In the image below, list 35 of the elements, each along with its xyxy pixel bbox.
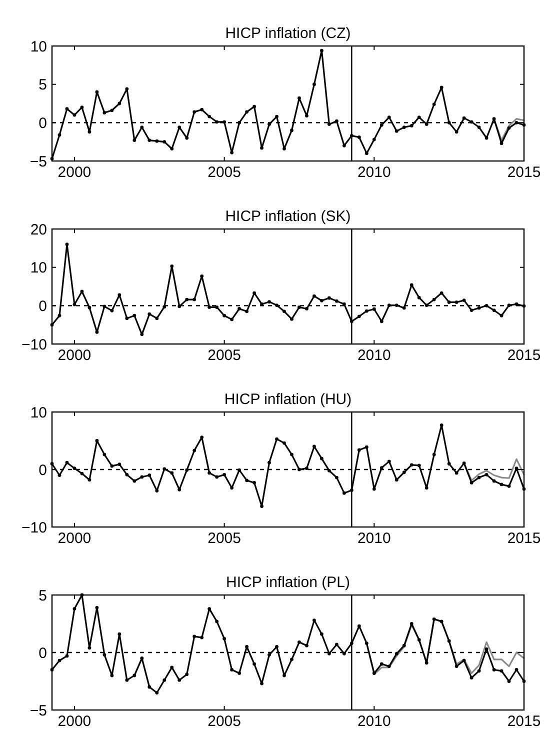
x-tick-label: 2005 xyxy=(208,164,242,181)
x-tick-label: 2010 xyxy=(357,713,391,730)
x-tick-label: 2010 xyxy=(357,164,391,181)
x-tick-label: 2015 xyxy=(507,713,541,730)
chart-title: HICP inflation (PL) xyxy=(226,574,350,591)
x-tick-label: 2000 xyxy=(58,347,92,364)
x-tick-label: 2015 xyxy=(507,347,541,364)
chart-title: HICP inflation (HU) xyxy=(224,391,352,408)
y-tick-label: −10 xyxy=(22,336,47,354)
y-tick-label: 10 xyxy=(30,404,47,422)
x-tick-label: 2000 xyxy=(58,164,92,181)
y-tick-label: 0 xyxy=(38,114,47,132)
y-tick-label: 10 xyxy=(30,260,47,277)
y-tick-label: −5 xyxy=(30,702,47,720)
line-series xyxy=(493,118,525,142)
y-tick-label: 10 xyxy=(30,38,47,56)
y-tick-label: 0 xyxy=(38,298,47,315)
chart-title: HICP inflation (SK) xyxy=(225,208,351,225)
x-tick-label: 2005 xyxy=(208,347,242,364)
y-tick-label: 5 xyxy=(38,587,47,604)
x-tick-label: 2005 xyxy=(208,530,242,547)
y-tick-label: −10 xyxy=(22,519,47,536)
x-tick-label: 2015 xyxy=(507,530,541,547)
x-tick-label: 2000 xyxy=(58,713,92,730)
y-tick-label: 20 xyxy=(30,221,47,238)
chart-title: HICP inflation (CZ) xyxy=(225,25,351,42)
y-tick-label: 0 xyxy=(38,462,47,479)
y-tick-label: −5 xyxy=(30,153,47,170)
x-tick-label: 2010 xyxy=(357,347,391,364)
x-tick-label: 2010 xyxy=(357,530,391,547)
x-tick-label: 2000 xyxy=(58,530,92,547)
y-tick-label: 0 xyxy=(38,644,47,662)
x-tick-label: 2015 xyxy=(507,164,541,181)
x-tick-label: 2005 xyxy=(208,713,242,730)
y-tick-label: 5 xyxy=(38,76,47,94)
